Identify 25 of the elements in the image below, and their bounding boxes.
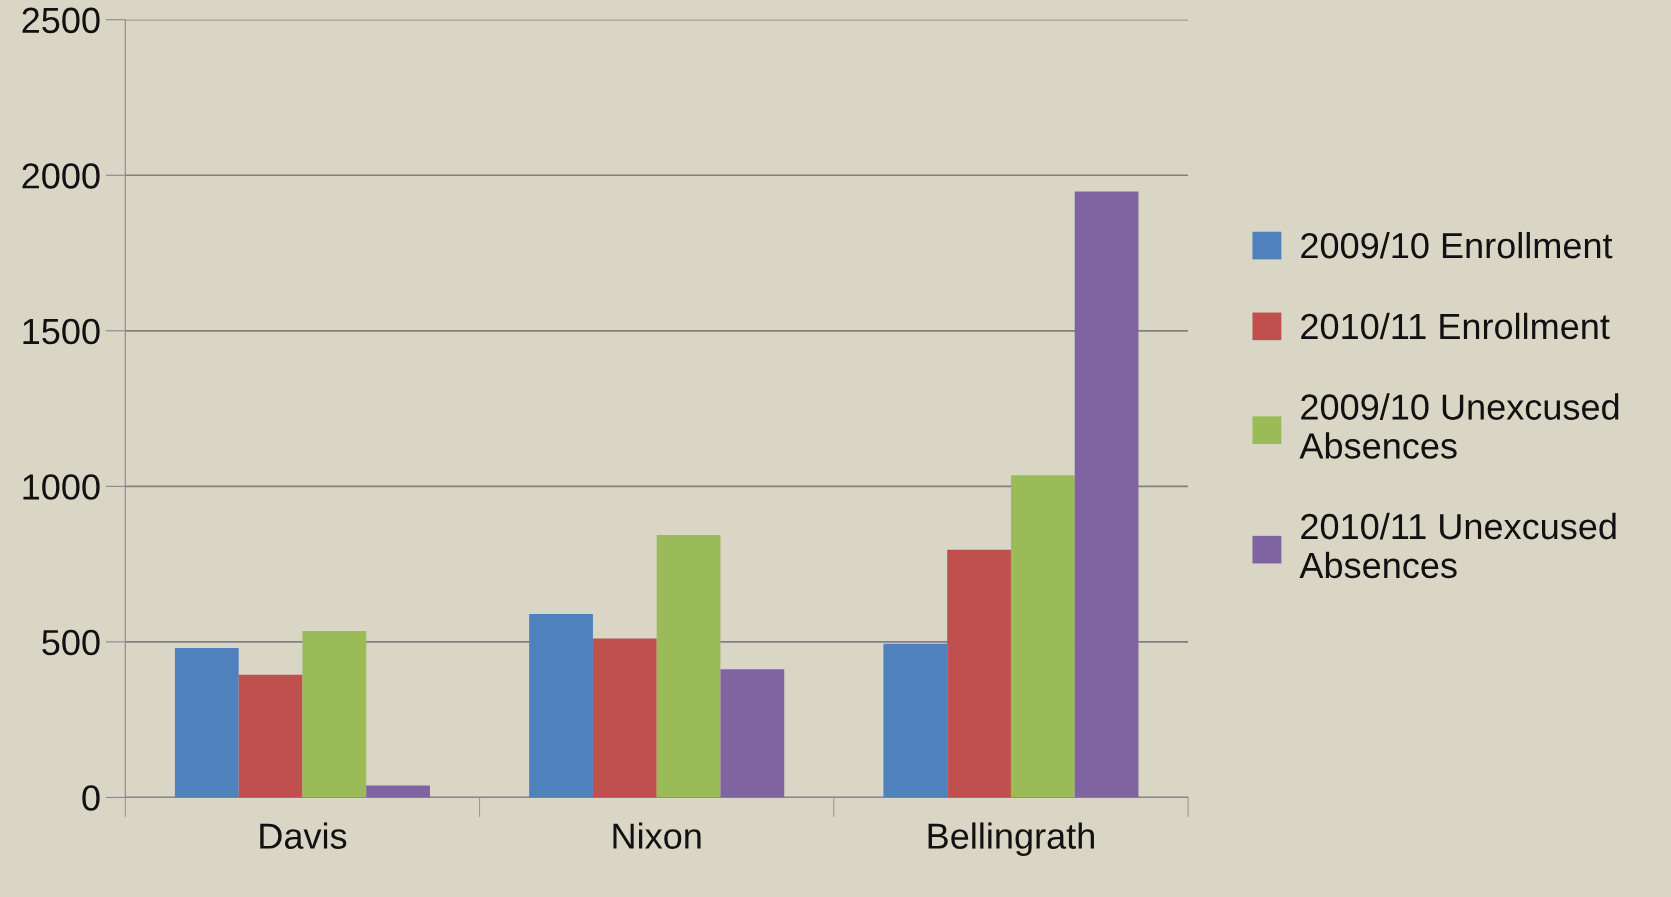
bar: [1010, 475, 1075, 798]
y-tick-label: 2500: [22, 7, 100, 34]
bar: [883, 643, 948, 798]
bar: [656, 534, 721, 798]
y-tick-label: 0: [82, 785, 100, 811]
x-tick-label: Davis: [260, 822, 347, 849]
bar: [947, 549, 1011, 798]
legend-label: 2010/11 Unexcused Absences: [1299, 512, 1616, 579]
y-tick-label: 1500: [23, 318, 100, 345]
bar: [238, 674, 303, 798]
y-tick-label: 2000: [22, 163, 100, 189]
y-tick-label: 1000: [23, 474, 100, 500]
bar: [529, 613, 593, 798]
legend-label: 2009/10 Unexcused Absences: [1299, 393, 1619, 459]
bar: [720, 669, 785, 798]
bar: [174, 648, 239, 798]
bar: [592, 638, 657, 798]
bar: [302, 631, 367, 798]
x-tick-label: Nixon: [613, 822, 701, 849]
bar: [366, 785, 430, 798]
y-tick-label: 500: [42, 629, 100, 656]
legend-label: 2009/10 Enrollment: [1301, 231, 1613, 259]
x-tick-label: Bellingrath: [928, 822, 1094, 857]
bar: [1074, 191, 1139, 798]
legend-label: 2010/11 Enrollment: [1301, 312, 1610, 340]
